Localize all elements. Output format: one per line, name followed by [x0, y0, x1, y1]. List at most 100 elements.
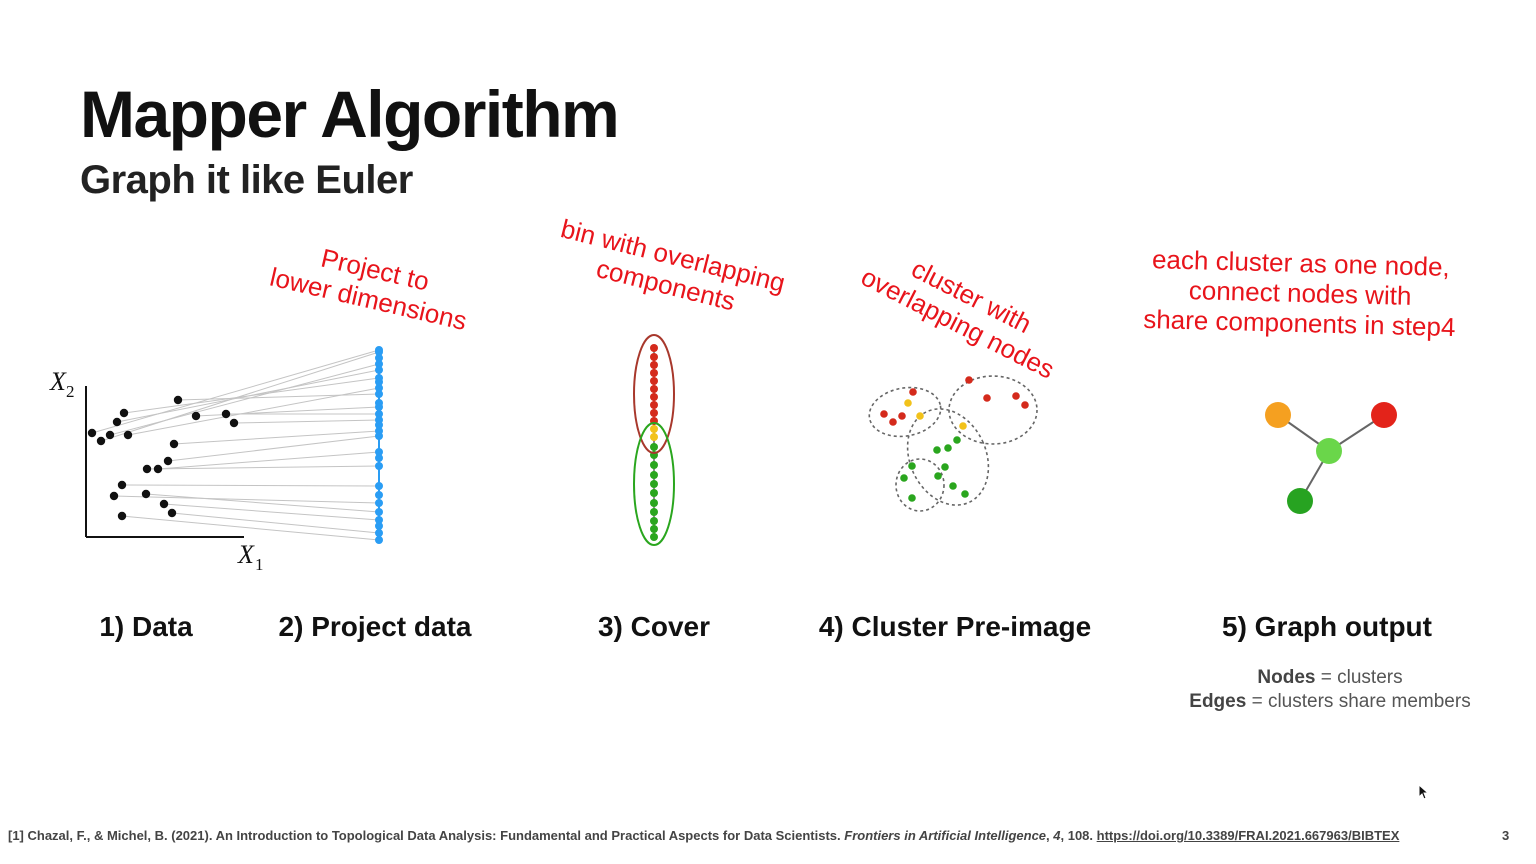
cluster-ellipse-2	[948, 375, 1038, 445]
graph-panel	[1265, 402, 1397, 514]
projected-point	[375, 529, 383, 537]
projected-point	[375, 403, 383, 411]
projected-point	[375, 491, 383, 499]
cluster-point	[983, 394, 991, 402]
projection-line	[146, 465, 380, 470]
data-point	[105, 430, 115, 440]
cover-point	[650, 480, 658, 488]
step-label-project: 2) Project data	[279, 611, 472, 642]
legend-edges-text: = clusters share members	[1246, 691, 1471, 712]
projected-point	[375, 454, 383, 462]
graph-node-orange	[1265, 402, 1291, 428]
data-point	[117, 480, 127, 490]
cluster-point	[908, 462, 916, 470]
projection-line	[163, 503, 380, 521]
projection-line	[171, 512, 380, 534]
reference-text: [1] Chazal, F., & Michel, B. (2021). An …	[8, 828, 845, 843]
graph-node-red	[1371, 402, 1397, 428]
data-point	[87, 428, 97, 438]
y-axis-subscript: 2	[66, 382, 75, 401]
annotation-graph: each cluster as one node, connect nodes …	[1143, 244, 1456, 342]
graph-node-green	[1287, 488, 1313, 514]
cover-point	[650, 508, 658, 516]
projection-line	[173, 430, 380, 445]
cover-point	[650, 471, 658, 479]
projection-line	[145, 493, 380, 513]
projected-point	[375, 390, 383, 398]
cluster-point	[961, 490, 969, 498]
slide-title: Mapper Algorithm	[80, 77, 620, 151]
cluster-point	[889, 418, 897, 426]
projected-point	[375, 462, 383, 470]
projection-line	[167, 435, 380, 462]
cluster-point	[965, 376, 973, 384]
cluster-point	[880, 410, 888, 418]
step-label-cover: 3) Cover	[598, 611, 710, 642]
data-point	[141, 489, 151, 499]
cover-point	[650, 353, 658, 361]
slide-subtitle: Graph it like Euler	[80, 158, 413, 202]
cover-point	[650, 369, 658, 377]
cover-point	[650, 401, 658, 409]
reference-pages: , 108.	[1060, 828, 1097, 843]
annotation-project: Project to lower dimensions	[267, 243, 469, 336]
data-point	[173, 395, 183, 405]
mouse-cursor-icon	[1418, 784, 1430, 800]
projected-point	[375, 432, 383, 440]
cover-point	[650, 517, 658, 525]
step-label-graph: 5) Graph output	[1222, 611, 1432, 642]
projected-points	[375, 346, 383, 544]
data-points	[87, 395, 239, 521]
cluster-point	[934, 472, 942, 480]
reference-volume: 4	[1053, 828, 1061, 843]
data-point	[112, 417, 122, 427]
projected-point	[375, 348, 383, 356]
cover-point	[650, 377, 658, 385]
cover-point	[650, 533, 658, 541]
projection-line	[100, 351, 380, 442]
projected-point	[375, 366, 383, 374]
projection-lines	[91, 349, 380, 541]
cluster-point	[944, 444, 952, 452]
cluster-panel	[868, 375, 1038, 512]
cover-panel	[633, 334, 675, 546]
data-point	[96, 436, 106, 446]
legend-edges: Edges = clusters share members	[1160, 690, 1500, 714]
cover-point	[650, 525, 658, 533]
data-point	[191, 411, 201, 421]
projected-point	[375, 421, 383, 429]
cover-point	[650, 393, 658, 401]
projected-point	[375, 354, 383, 362]
graph-node-center	[1316, 438, 1342, 464]
reference-doi-link[interactable]: https://doi.org/10.3389/FRAI.2021.667963…	[1096, 828, 1400, 843]
projected-point	[375, 448, 383, 456]
legend-nodes-term: Nodes	[1257, 667, 1316, 688]
cluster-point	[933, 446, 941, 454]
step-label-data: 1) Data	[99, 611, 193, 642]
projection-line	[113, 495, 380, 504]
data-point	[167, 508, 177, 518]
cluster-point	[904, 399, 912, 407]
annotation-cluster: cluster with overlapping nodes	[856, 253, 1059, 384]
projection-line	[121, 484, 380, 487]
projection-line	[121, 515, 380, 541]
cover-point	[650, 425, 658, 433]
cover-point	[650, 409, 658, 417]
data-point	[142, 464, 152, 474]
step-label-cluster: 4) Cluster Pre-image	[819, 611, 1091, 642]
cluster-point	[953, 436, 961, 444]
legend-nodes: Nodes = clusters	[1160, 666, 1500, 690]
data-point	[117, 511, 127, 521]
projection-line	[123, 377, 380, 414]
cluster-point	[900, 474, 908, 482]
cluster-point	[1021, 401, 1029, 409]
cluster-point	[916, 412, 924, 420]
projection-line	[177, 393, 380, 401]
cover-point	[650, 361, 658, 369]
projection-line	[233, 419, 380, 424]
cluster-point	[941, 463, 949, 471]
legend-nodes-text: = clusters	[1315, 667, 1403, 688]
projected-point	[375, 536, 383, 544]
projected-point	[375, 410, 383, 418]
cluster-point	[908, 494, 916, 502]
